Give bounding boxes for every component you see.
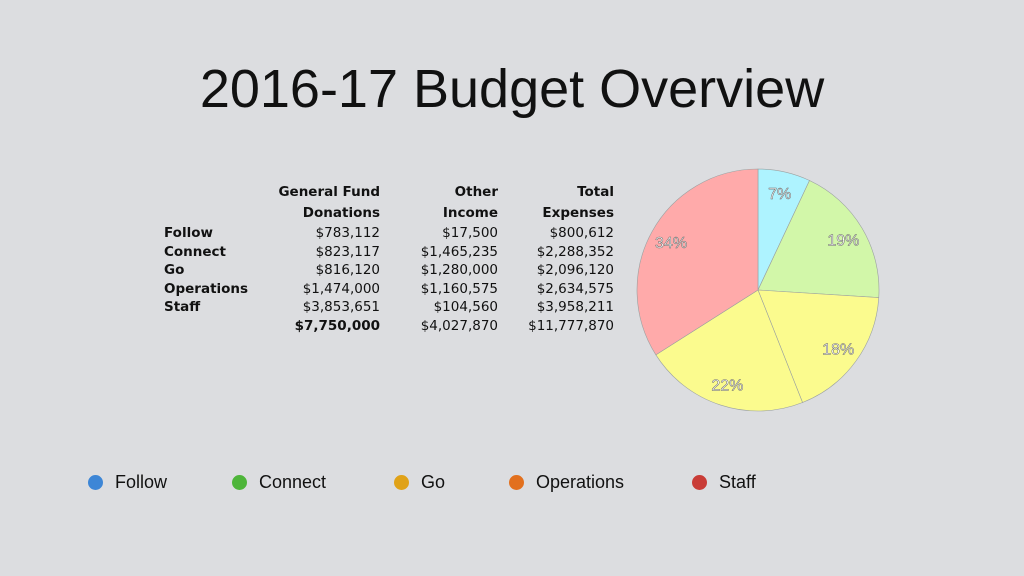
legend-item-staff: Staff: [692, 470, 756, 494]
legend-item-go: Go: [394, 470, 445, 494]
pie-slice-staff: [636, 168, 759, 356]
legend-item-follow: Follow: [88, 470, 167, 494]
table-row: Staff $3,853,651 $104,560 $3,958,211: [164, 298, 614, 317]
cell-other: $1,160,575: [420, 280, 498, 297]
pie-label-staff: 34%: [655, 235, 687, 252]
table-row: Follow $783,112 $17,500 $800,612: [164, 224, 614, 243]
row-label: Go: [164, 262, 185, 278]
table-header-row: General Fund Other Total: [164, 182, 614, 203]
table-corner: [164, 182, 274, 203]
cell-donations: $783,112: [315, 225, 380, 241]
table-row: Connect $823,117 $1,465,235 $2,288,352: [164, 243, 614, 262]
cell-donations: $816,120: [315, 262, 380, 278]
cell-other: $104,560: [433, 299, 498, 315]
row-label: Staff: [164, 299, 201, 315]
page-title: 2016-17 Budget Overview: [199, 59, 825, 119]
col-header-donations-line2: Donations: [302, 205, 380, 221]
pie-slice-go: [757, 289, 880, 403]
cell-total: $3,958,211: [536, 299, 614, 315]
cell-donations: $823,117: [315, 243, 380, 260]
cell-other: $17,500: [442, 225, 498, 241]
legend-label-connect: Connect: [259, 471, 327, 492]
legend-dot-staff: [692, 474, 707, 490]
total-label: [164, 317, 274, 336]
cell-total: $800,612: [549, 225, 614, 241]
row-label: Connect: [164, 243, 227, 260]
table-header-row: Donations Income Expenses: [164, 203, 614, 224]
cell-total: $2,288,352: [536, 243, 614, 260]
row-label: Follow: [164, 225, 213, 241]
legend-label-go: Go: [421, 471, 446, 492]
col-header-total-line2: Expenses: [542, 205, 614, 221]
pie-label-follow: 7%: [768, 186, 791, 203]
col-header-other-line2: Income: [442, 205, 498, 221]
pie-slice-operations: [655, 289, 803, 412]
pie-label-connect: 19%: [827, 232, 859, 249]
pie-chart-svg: 7% 19% 18% 22% 34%: [636, 168, 880, 412]
legend: Follow Connect Go Operations Staff: [0, 470, 1024, 494]
legend-label-staff: Staff: [719, 471, 756, 492]
cell-total: $2,634,575: [536, 280, 614, 297]
pie-chart: 7% 19% 18% 22% 34%: [620, 168, 900, 428]
pie-slice-connect: [757, 180, 880, 298]
row-label: Operations: [164, 280, 249, 297]
table-corner: [164, 203, 274, 224]
legend-item-connect: Connect: [232, 470, 326, 494]
total-expenses: $11,777,870: [528, 317, 614, 334]
cell-donations: $1,474,000: [302, 280, 380, 297]
cell-donations: $3,853,651: [302, 299, 380, 315]
legend-dot-connect: [232, 474, 247, 490]
col-header-donations-line1: General Fund: [278, 184, 380, 200]
total-other: $4,027,870: [420, 317, 498, 334]
legend-label-follow: Follow: [115, 471, 168, 492]
table-row: Operations $1,474,000 $1,160,575 $2,634,…: [164, 280, 614, 299]
col-header-other-line1: Other: [454, 184, 498, 200]
budget-table: General Fund Other Total Donations Incom…: [164, 182, 614, 335]
table-row: Go $816,120 $1,280,000 $2,096,120: [164, 261, 614, 280]
total-donations: $7,750,000: [294, 317, 380, 334]
legend-item-operations: Operations: [509, 470, 624, 494]
legend-label-operations: Operations: [536, 471, 625, 492]
table-total-row: $7,750,000 $4,027,870 $11,777,870: [164, 317, 614, 336]
cell-other: $1,280,000: [420, 262, 498, 278]
legend-dot-operations: [509, 474, 524, 490]
col-header-total-line1: Total: [577, 184, 614, 200]
cell-other: $1,465,235: [420, 243, 498, 260]
legend-dot-go: [394, 474, 409, 490]
pie-label-operations: 22%: [711, 377, 743, 394]
pie-label-go: 18%: [822, 341, 854, 358]
legend-dot-follow: [88, 474, 103, 490]
cell-total: $2,096,120: [536, 262, 614, 278]
